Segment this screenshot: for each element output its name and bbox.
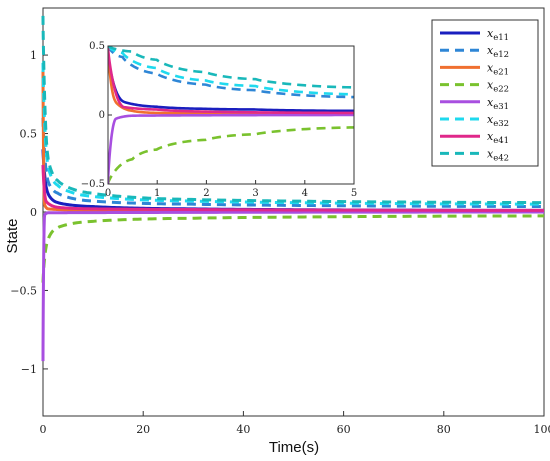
inset-x-tick-label: 1	[154, 188, 160, 199]
inset-x-tick-label: 3	[252, 188, 258, 199]
x-axis-label: Time(s)	[269, 439, 319, 456]
inset-series-line-x_e42	[108, 46, 354, 89]
x-tick-label: 20	[136, 423, 150, 436]
legend-label-x_e41: xe41	[487, 130, 509, 146]
inset-x-tick-label: 0	[105, 188, 111, 199]
inset-series-line-x_e22	[108, 126, 354, 184]
series-line-x_e22	[41, 214, 545, 283]
series-line-x_e41	[41, 164, 544, 212]
series-line-x_e31	[41, 210, 544, 362]
inset-series-group	[108, 46, 354, 184]
x-tick-label: 100	[534, 423, 550, 436]
inset-series-line-x_e12	[108, 46, 354, 99]
inset-y-tick-label: 0.5	[89, 41, 105, 52]
legend-label-x_e42: xe42	[487, 147, 509, 163]
inset-series-line-x_e31	[108, 113, 354, 184]
inset-x-tick-label: 2	[203, 188, 209, 199]
inset-x-tick-label: 4	[302, 188, 308, 199]
inset-chart: 0 1 2 3 4 5−0.500.5	[81, 41, 357, 199]
x-tick-label: 60	[337, 423, 351, 436]
inset-x-tick-label: 5	[351, 188, 357, 199]
legend-label-x_e31: xe31	[487, 96, 509, 112]
x-tick-label: 0	[40, 423, 47, 436]
legend-label-x_e32: xe32	[487, 113, 509, 129]
legend-box	[431, 19, 539, 167]
main-series-group	[41, 15, 545, 362]
inset-series-line-x_e32	[108, 46, 354, 96]
y-tick-label: 0	[30, 206, 37, 219]
inset-y-tick-label: −0.5	[81, 179, 105, 190]
y-tick-label: 1	[30, 49, 37, 62]
inset-series-line-x_e41	[108, 46, 354, 115]
x-tick-label: 40	[236, 423, 250, 436]
legend-label-x_e21: xe21	[487, 61, 509, 77]
y-tick-label: 0.5	[20, 128, 38, 141]
inset-y-tick-label: 0	[99, 110, 105, 121]
y-axis-label: State	[4, 218, 21, 253]
legend-label-x_e11: xe11	[487, 27, 509, 43]
y-tick-label: −1	[21, 363, 37, 376]
legend-label-x_e12: xe12	[487, 44, 509, 60]
y-tick-label: −0.5	[10, 284, 37, 297]
x-tick-label: 80	[437, 423, 451, 436]
legend-label-x_e22: xe22	[487, 79, 509, 95]
